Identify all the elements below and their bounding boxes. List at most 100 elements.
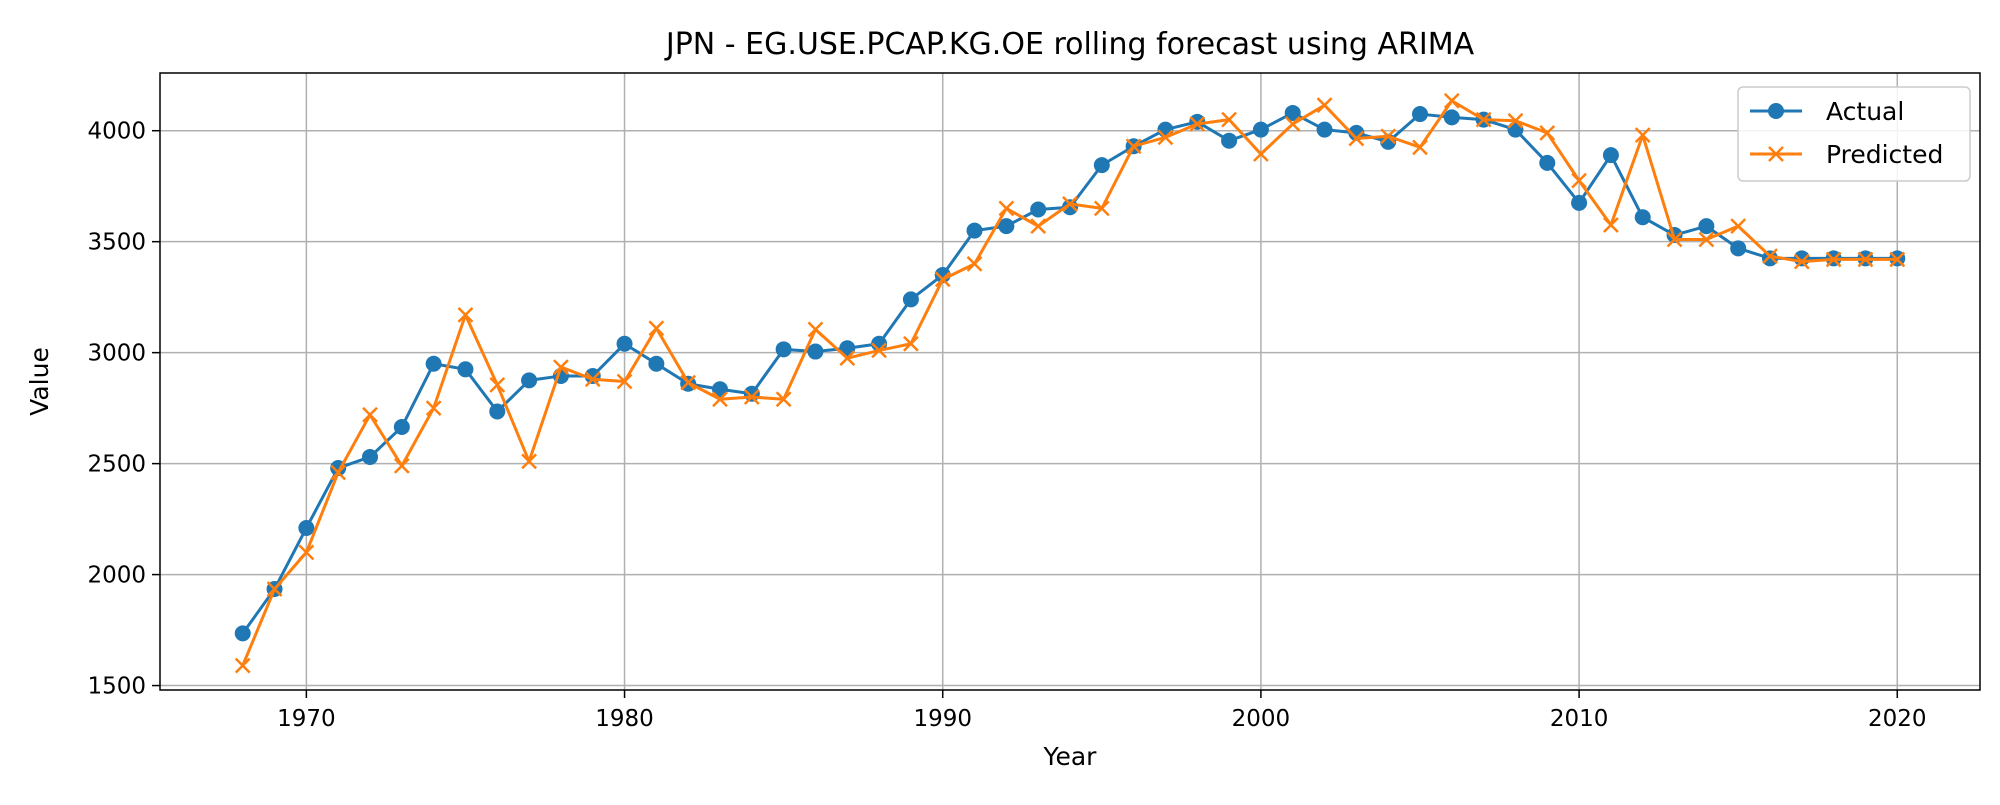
data-point-predicted <box>998 200 1015 217</box>
data-point-predicted <box>966 255 983 272</box>
data-point-predicted <box>1284 116 1301 132</box>
data-point-actual <box>457 361 474 378</box>
data-point-actual <box>393 418 410 435</box>
data-point-actual <box>616 335 633 352</box>
data-point-predicted <box>330 464 347 481</box>
y-tick-label: 3000 <box>87 341 146 367</box>
data-point-predicted <box>839 350 856 367</box>
data-point-predicted <box>1221 111 1237 128</box>
data-point-predicted <box>1125 138 1142 155</box>
data-point-actual <box>743 385 760 402</box>
data-point-actual <box>839 340 856 357</box>
y-tick-label: 1500 <box>87 674 146 700</box>
data-point-actual <box>648 355 665 372</box>
data-point-actual <box>489 403 506 420</box>
data-point-actual <box>1634 209 1651 226</box>
data-point-predicted <box>298 544 315 561</box>
data-point-actual <box>1443 109 1460 126</box>
y-tick-label: 2500 <box>87 452 146 478</box>
y-tick-label: 2000 <box>87 563 146 589</box>
data-point-predicted <box>1698 231 1715 248</box>
y-tick-label: 3500 <box>87 230 146 256</box>
data-point-actual <box>1316 121 1333 138</box>
data-point-predicted <box>807 321 824 338</box>
data-point-predicted <box>1539 125 1556 141</box>
data-point-predicted <box>1603 217 1619 233</box>
x-tick-label: 2000 <box>1232 706 1291 732</box>
y-axis-label: Value <box>25 347 54 416</box>
data-point-predicted <box>743 389 760 405</box>
data-point-predicted <box>1157 129 1174 146</box>
data-point-predicted <box>489 376 506 393</box>
legend-marker-actual <box>1768 103 1784 119</box>
data-point-predicted <box>1571 172 1587 189</box>
plot-frame <box>159 72 1981 691</box>
data-point-actual <box>1571 194 1588 211</box>
x-axis-label: Year <box>1043 742 1098 771</box>
data-point-predicted <box>903 335 919 352</box>
data-point-actual <box>1793 250 1810 267</box>
legend-label-predicted: Predicted <box>1826 140 1943 169</box>
data-point-predicted <box>393 457 410 474</box>
data-point-actual <box>425 355 442 372</box>
data-point-actual <box>234 625 251 642</box>
data-point-predicted <box>1857 251 1874 268</box>
data-point-actual <box>521 372 538 389</box>
data-point-predicted <box>616 373 633 390</box>
data-point-predicted <box>1093 200 1110 217</box>
data-point-actual <box>1093 157 1110 174</box>
x-tick-label: 2020 <box>1868 706 1927 732</box>
legend: Actual Predicted <box>1737 86 1971 182</box>
x-tick-label: 1970 <box>277 706 336 732</box>
data-point-predicted <box>1062 196 1078 212</box>
data-point-predicted <box>521 453 537 470</box>
series-layer <box>234 92 1906 674</box>
data-point-predicted <box>934 271 951 288</box>
data-point-predicted <box>871 342 887 359</box>
data-point-actual <box>1284 104 1301 121</box>
data-point-predicted <box>1030 218 1047 235</box>
data-point-predicted <box>1793 253 1810 270</box>
data-point-actual <box>1030 201 1047 218</box>
data-point-actual <box>712 381 728 398</box>
data-point-predicted <box>584 371 601 388</box>
data-point-predicted <box>234 657 251 674</box>
data-point-predicted <box>775 391 792 408</box>
data-point-predicted <box>362 406 378 423</box>
data-point-predicted <box>1634 127 1651 144</box>
chart-title: JPN - EG.USE.PCAP.KG.OE rolling forecast… <box>664 27 1475 62</box>
data-point-predicted <box>1348 130 1365 147</box>
y-tick-label: 4000 <box>87 119 146 145</box>
data-point-actual <box>966 222 983 239</box>
legend-marker-predicted <box>1768 146 1784 162</box>
data-point-predicted <box>1825 251 1842 268</box>
data-point-predicted <box>648 320 665 337</box>
data-point-predicted <box>712 391 728 408</box>
x-tick-label: 2010 <box>1550 706 1609 732</box>
data-point-predicted <box>1666 231 1683 248</box>
data-point-actual <box>1602 147 1619 164</box>
data-point-actual <box>362 448 378 465</box>
data-point-predicted <box>1889 251 1906 268</box>
data-point-actual <box>1412 106 1428 123</box>
data-point-actual <box>1221 132 1238 149</box>
data-point-predicted <box>425 400 442 417</box>
data-point-actual <box>807 343 824 360</box>
data-point-predicted <box>1507 112 1524 129</box>
data-point-predicted <box>266 581 283 597</box>
data-point-actual <box>1252 121 1269 138</box>
x-tick-label: 1990 <box>913 706 972 732</box>
data-point-actual <box>902 291 919 308</box>
data-point-predicted <box>1316 97 1333 114</box>
data-point-predicted <box>1380 128 1397 145</box>
data-point-predicted <box>1412 139 1428 156</box>
data-point-predicted <box>1730 218 1747 235</box>
x-tick-label: 1980 <box>595 706 654 732</box>
data-point-predicted <box>457 307 474 323</box>
data-point-predicted <box>1443 92 1460 109</box>
data-point-predicted <box>1762 248 1778 264</box>
data-point-predicted <box>553 359 569 375</box>
data-point-predicted <box>680 374 697 391</box>
